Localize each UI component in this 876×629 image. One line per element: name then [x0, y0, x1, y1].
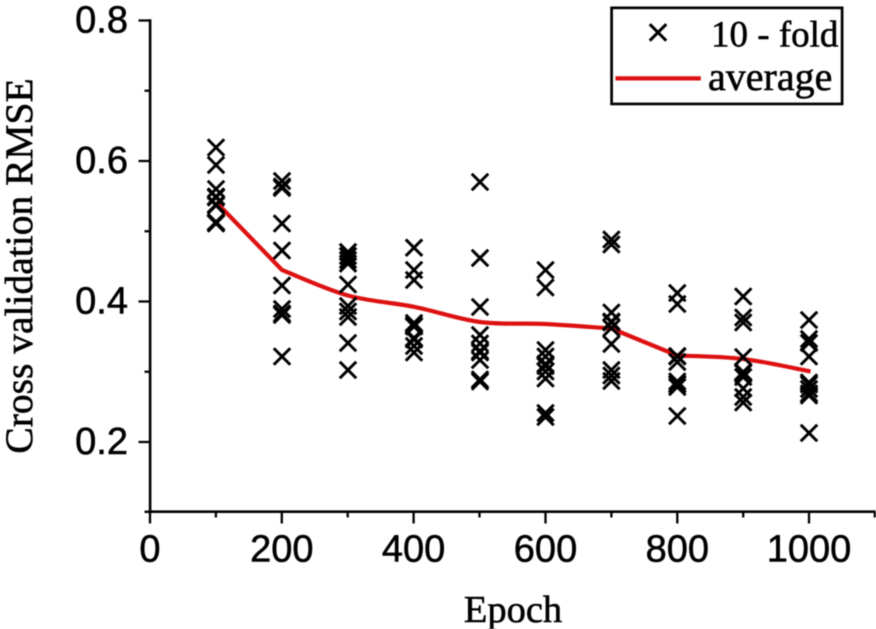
svg-text:0.4: 0.4 — [75, 281, 128, 323]
svg-text:0: 0 — [139, 529, 160, 571]
svg-text:Cross validation RMSE: Cross validation RMSE — [0, 78, 41, 453]
svg-text:average: average — [708, 54, 832, 99]
svg-text:400: 400 — [382, 529, 445, 571]
svg-text:1000: 1000 — [767, 529, 852, 571]
svg-text:600: 600 — [514, 529, 577, 571]
svg-text:0.6: 0.6 — [75, 140, 128, 182]
svg-text:800: 800 — [646, 529, 709, 571]
svg-text:10 - fold: 10 - fold — [711, 14, 839, 55]
svg-text:0.2: 0.2 — [75, 421, 128, 463]
svg-text:Epoch: Epoch — [464, 589, 562, 629]
svg-text:200: 200 — [250, 529, 313, 571]
svg-text:0.8: 0.8 — [75, 0, 128, 42]
